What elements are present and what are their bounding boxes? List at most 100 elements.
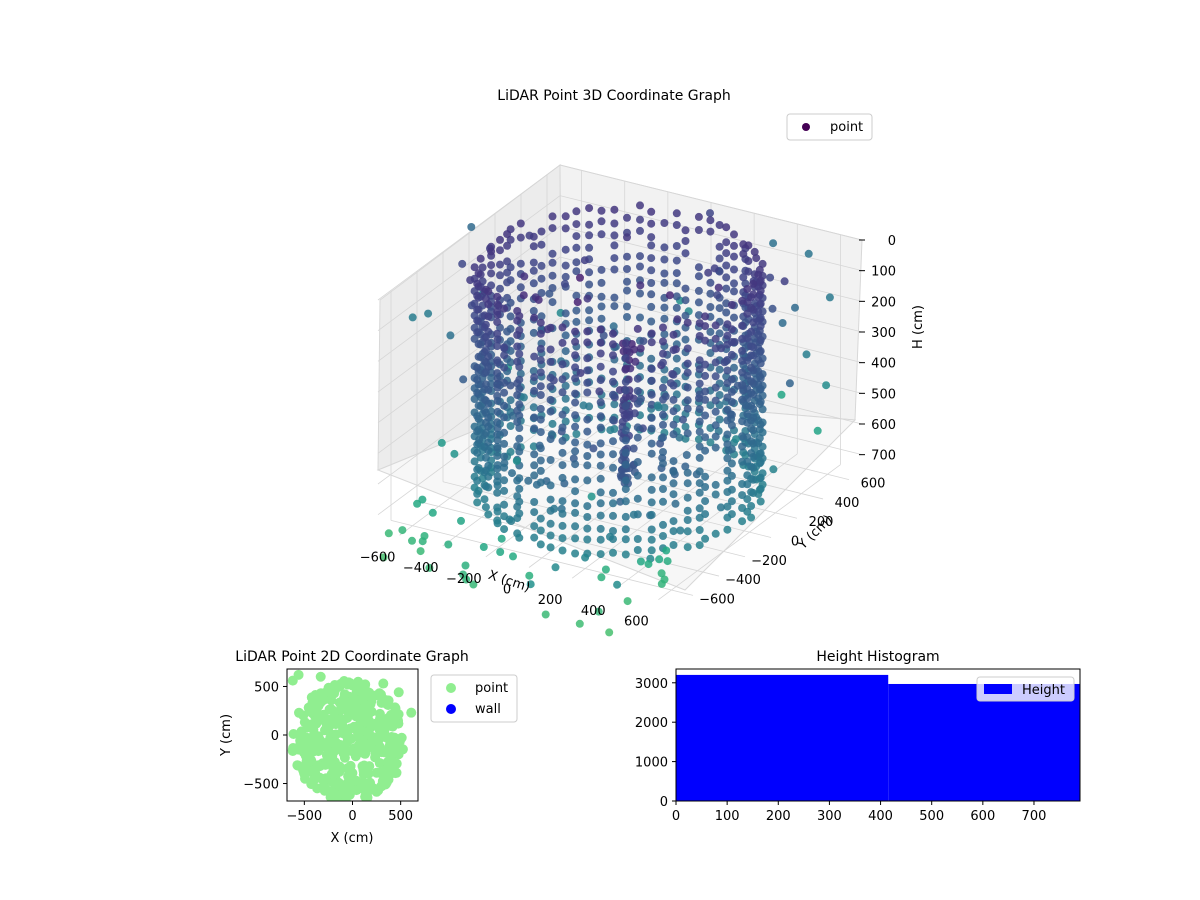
point-3d — [722, 284, 731, 293]
point-3d — [659, 448, 667, 456]
point-3d — [747, 502, 756, 510]
point-3d — [636, 281, 645, 290]
point-3d — [683, 359, 692, 368]
point-3d — [506, 312, 515, 321]
point-3d — [791, 303, 799, 312]
point-2d — [331, 729, 341, 740]
point-2d — [327, 777, 338, 788]
point-3d — [711, 383, 720, 392]
point-3d — [804, 249, 813, 258]
point-3d — [585, 243, 594, 252]
point-2d — [317, 774, 328, 785]
point-3d — [711, 443, 720, 452]
point-3d — [659, 485, 667, 493]
point-3d — [723, 430, 732, 439]
point-3d — [738, 517, 747, 526]
point-3d — [778, 319, 787, 327]
point-3d — [583, 476, 592, 485]
point-3d — [672, 292, 681, 301]
point-3d — [515, 484, 524, 493]
point-3d — [756, 347, 765, 356]
point-3d — [496, 235, 504, 244]
point-3d — [694, 263, 703, 272]
point-3d — [636, 557, 645, 566]
point-3d — [715, 391, 724, 399]
point-3d — [660, 403, 669, 412]
point-3d — [695, 513, 704, 522]
point-3d — [558, 534, 567, 543]
point-3d — [621, 339, 630, 348]
point-3d — [747, 462, 756, 471]
point-3d — [706, 289, 715, 298]
point-3d — [663, 557, 672, 566]
grid-line — [377, 195, 863, 331]
point-3d — [481, 346, 490, 355]
point-3d — [730, 265, 738, 274]
point-3d — [630, 345, 639, 354]
point-3d — [484, 339, 493, 348]
point-3d — [681, 249, 690, 258]
chart-3d-title: LiDAR Point 3D Coordinate Graph — [497, 88, 730, 104]
point-3d — [493, 383, 502, 392]
point-3d — [647, 329, 656, 338]
point-3d — [484, 327, 493, 336]
chart-2d-title: LiDAR Point 2D Coordinate Graph — [235, 649, 468, 665]
point-3d — [747, 513, 756, 522]
point-3d — [695, 541, 704, 550]
point-3d — [548, 224, 557, 233]
histogram-legend-swatch — [984, 684, 1012, 694]
point-3d — [548, 284, 557, 292]
point-3d — [609, 415, 617, 424]
point-3d — [706, 209, 714, 218]
point-3d — [672, 242, 681, 250]
point-3d — [561, 245, 570, 254]
point-3d — [671, 499, 680, 508]
point-3d — [437, 438, 446, 447]
point-3d — [493, 407, 502, 416]
point-3d — [738, 321, 747, 330]
point-3d — [583, 452, 592, 460]
point-3d — [695, 427, 704, 436]
point-3d — [561, 224, 570, 233]
point-3d — [633, 494, 642, 503]
point-3d — [662, 546, 671, 555]
point-3d — [647, 439, 656, 448]
point-3d — [398, 526, 407, 535]
point-2d — [358, 745, 369, 756]
tick-label: 0 — [348, 809, 356, 824]
point-3d — [665, 291, 674, 300]
point-3d — [621, 386, 630, 395]
point-3d — [530, 450, 539, 459]
point-3d — [500, 428, 509, 437]
point-3d — [580, 256, 589, 265]
point-3d — [583, 366, 592, 375]
point-3d — [597, 265, 606, 274]
point-3d — [727, 497, 736, 506]
point-3d — [738, 296, 747, 305]
point-3d — [493, 472, 502, 481]
point-3d — [701, 411, 710, 420]
point-2d — [327, 688, 338, 699]
point-3d — [530, 533, 539, 542]
point-3d — [623, 265, 631, 273]
point-3d — [738, 334, 747, 343]
point-3d — [476, 254, 485, 263]
point-3d — [467, 223, 476, 231]
point-3d — [633, 433, 642, 442]
point-3d — [609, 450, 617, 459]
point-3d — [493, 358, 502, 367]
grid-line — [377, 164, 863, 301]
point-3d — [695, 356, 704, 365]
point-3d — [610, 293, 619, 302]
point-3d — [621, 426, 630, 435]
tick-label: 200 — [766, 809, 791, 824]
point-3d — [571, 422, 580, 431]
point-3d — [631, 357, 640, 366]
point-3d — [694, 298, 703, 307]
point-3d — [715, 254, 724, 263]
point-3d — [473, 316, 482, 325]
point-3d — [744, 241, 753, 250]
point-3d — [536, 404, 545, 413]
point-2d — [386, 709, 397, 720]
point-3d — [537, 240, 546, 249]
